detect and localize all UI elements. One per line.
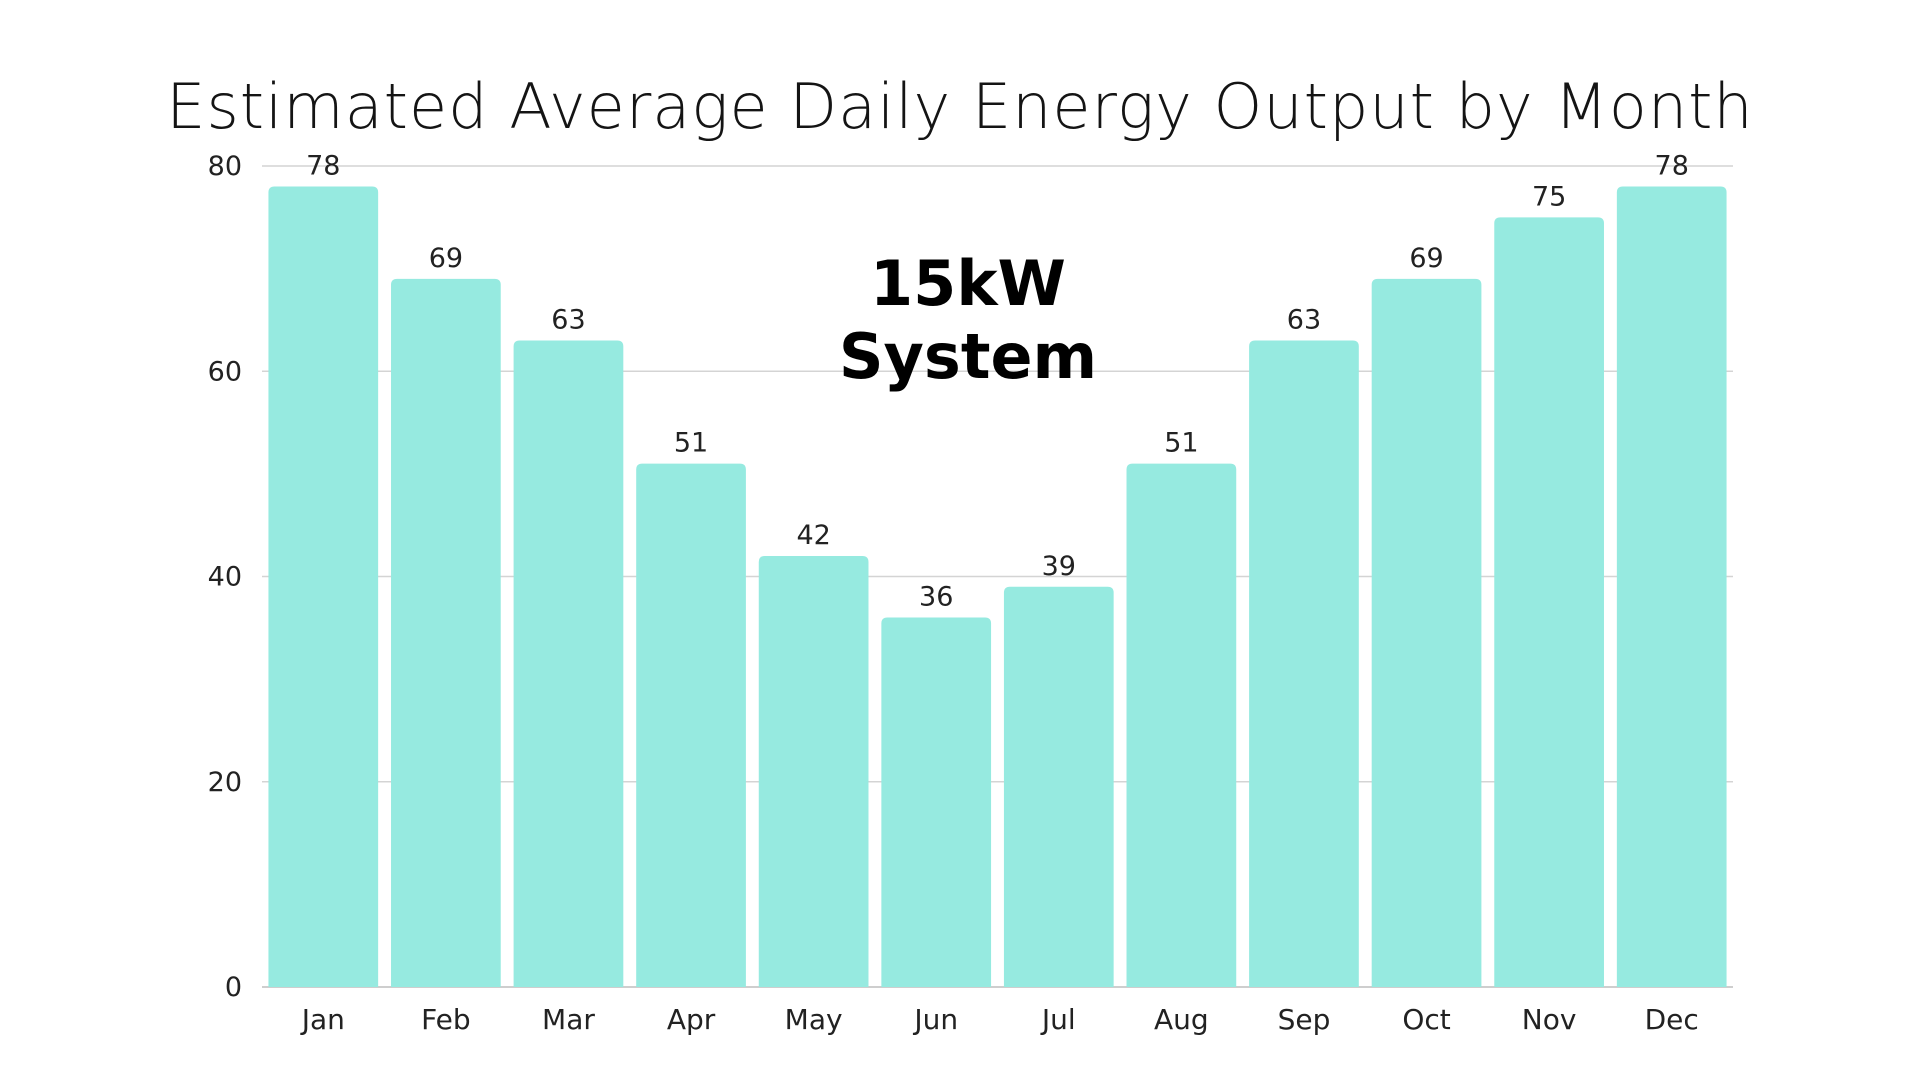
x-tick-label: Feb <box>421 1003 471 1036</box>
data-label: 69 <box>1409 243 1443 274</box>
bar <box>1249 340 1359 987</box>
x-tick-label: Jun <box>912 1003 958 1036</box>
data-labels: 78 69 63 51 42 36 39 51 63 69 75 78 <box>306 151 1689 613</box>
bar <box>881 617 992 987</box>
bar <box>1616 186 1727 987</box>
y-tick-label: 80 <box>208 151 242 182</box>
y-tick-label: 40 <box>208 562 242 593</box>
y-tick-label: 0 <box>225 972 242 1003</box>
y-tick-label: 60 <box>208 356 242 387</box>
data-label: 36 <box>919 582 953 613</box>
x-tick-label: May <box>785 1003 843 1036</box>
bar <box>1494 217 1604 987</box>
data-label: 42 <box>796 520 830 551</box>
data-label: 63 <box>1287 304 1321 335</box>
bar <box>636 463 746 987</box>
x-tick-label: Jan <box>300 1003 345 1036</box>
x-tick-label: Sep <box>1278 1003 1331 1036</box>
bars <box>268 186 1727 987</box>
data-label: 63 <box>551 304 585 335</box>
bar <box>268 186 379 987</box>
data-label: 51 <box>1164 428 1198 459</box>
data-label: 78 <box>1655 151 1689 182</box>
bar <box>513 340 624 987</box>
x-tick-label: Dec <box>1645 1003 1699 1036</box>
bar <box>1003 586 1114 987</box>
x-tick-label: Oct <box>1402 1003 1450 1036</box>
chart-title: Estimated Average Daily Energy Output by… <box>166 70 1754 143</box>
bar <box>758 555 869 987</box>
data-label: 75 <box>1532 181 1566 212</box>
data-label: 51 <box>674 428 708 459</box>
data-label: 78 <box>306 151 340 182</box>
x-tick-label: Apr <box>667 1003 716 1036</box>
chart-subtitle: 15kW System <box>838 247 1098 393</box>
bar <box>1371 278 1482 987</box>
y-axis-ticks: 0 20 40 60 80 <box>208 151 242 1003</box>
x-tick-label: Aug <box>1154 1003 1209 1036</box>
x-axis-ticks: Jan Feb Mar Apr May Jun Jul Aug Sep Oct Nov Dec <box>300 1003 1699 1036</box>
x-tick-label: Nov <box>1522 1003 1577 1036</box>
bar <box>391 278 501 987</box>
x-tick-label: Jul <box>1040 1003 1076 1036</box>
bar <box>1126 463 1237 987</box>
x-tick-label: Mar <box>542 1003 595 1036</box>
grid-lines <box>262 165 1733 988</box>
data-label: 39 <box>1042 551 1076 582</box>
data-label: 69 <box>429 243 463 274</box>
y-tick-label: 20 <box>208 767 242 798</box>
